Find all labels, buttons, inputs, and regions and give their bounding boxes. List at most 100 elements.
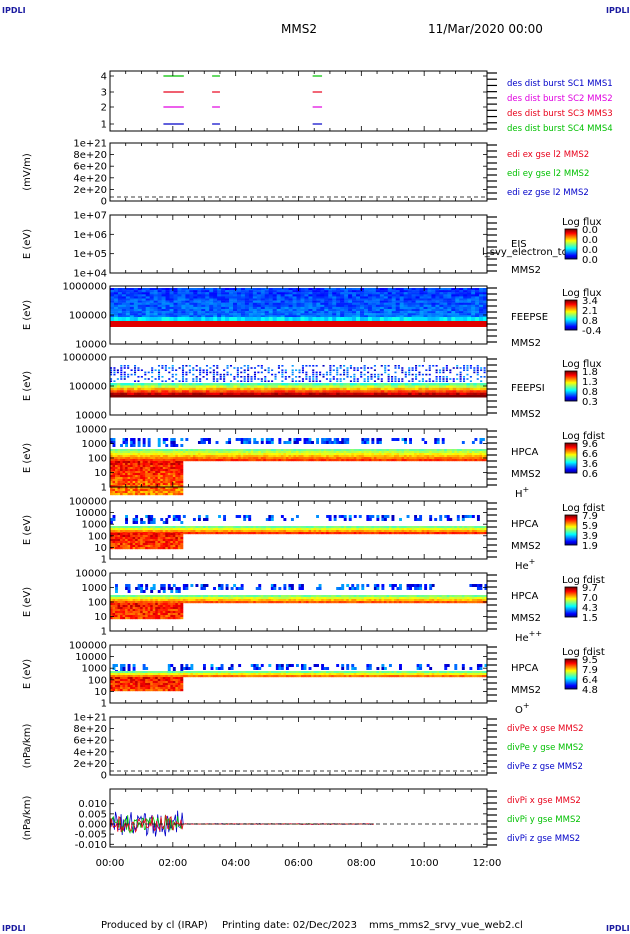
spectrogram-cell (376, 449, 380, 452)
spectrogram-cell (363, 302, 369, 305)
spectrogram-cell (253, 438, 257, 441)
spectrogram-cell (205, 309, 210, 312)
spectrogram-cell (256, 292, 262, 295)
spectrogram-cell (127, 545, 131, 548)
spectrogram-cell (120, 547, 123, 550)
spectrogram-cell (281, 371, 284, 374)
spectrogram-cell (384, 385, 389, 388)
spectrogram-cell (113, 321, 119, 327)
spectrogram-cell (133, 365, 137, 367)
spectrogram-cell (366, 451, 370, 454)
spectrogram-cell (466, 369, 469, 371)
spectrogram-cell (320, 311, 325, 314)
spectrogram-cell (144, 385, 149, 388)
spectrogram-cell (439, 371, 442, 374)
spectrogram-cell (447, 306, 452, 310)
spectrogram-cell (361, 453, 365, 456)
spectrogram-cell (451, 296, 456, 299)
spectrogram-cell (177, 491, 181, 494)
spectrogram-cell (205, 453, 209, 456)
spectrogram-cell (240, 459, 244, 462)
spectrogram-cell (363, 453, 367, 456)
spectrogram-cell (233, 311, 238, 314)
spectrogram-cell (113, 387, 118, 391)
spectrogram-cell (421, 392, 426, 396)
spectrogram-cell (117, 477, 121, 480)
spectrogram-cell (384, 392, 389, 396)
spectrogram-cell (209, 392, 214, 396)
spectrogram-cell (292, 296, 298, 299)
spectrogram-cell (475, 309, 480, 312)
spectrogram-cell (439, 296, 444, 299)
spectrogram-cell (456, 395, 461, 398)
colorbar-cell (565, 303, 577, 305)
spectrogram-cell (141, 306, 147, 310)
panel-frame (109, 142, 488, 202)
spectrogram-cell (435, 371, 438, 374)
spectrogram-cell (182, 453, 186, 456)
spectrogram-cell (411, 378, 414, 380)
spectrogram-cell (110, 545, 113, 548)
spectrogram-cell (343, 378, 346, 380)
spectrogram-cell (442, 376, 445, 378)
spectrogram-cell (193, 302, 198, 305)
spectrogram-cell (135, 515, 139, 518)
spectrogram-cell (463, 315, 468, 318)
spectrogram-cell (338, 453, 342, 456)
spectrogram-cell (375, 294, 381, 297)
spectrogram-cell (117, 485, 121, 488)
spectrogram-cell (260, 294, 266, 297)
spectrogram-cell (407, 321, 413, 327)
spectrogram-cell (484, 455, 488, 458)
spectrogram-cell (195, 387, 200, 391)
spectrogram-cell (175, 444, 179, 447)
spectrogram-cell (308, 313, 313, 316)
spectrogram-cell (157, 395, 162, 398)
spectrogram-cell (120, 365, 123, 367)
spectrogram-cell (411, 313, 417, 316)
spectrogram-cell (240, 302, 246, 305)
spectrogram-cell (476, 373, 479, 376)
spectrogram-cell (308, 438, 312, 441)
spectrogram-cell (360, 395, 365, 398)
spectrogram-cell (135, 487, 139, 490)
spectrogram-cell (428, 378, 431, 380)
spectrogram-cell (192, 387, 197, 391)
spectrogram-cell (112, 491, 116, 494)
spectrogram-cell (230, 449, 234, 452)
spectrogram-cell (117, 313, 123, 316)
spectrogram-cell (332, 383, 337, 386)
spectrogram-cell (165, 489, 169, 492)
spectrogram-cell (256, 304, 262, 308)
spectrogram-cell (346, 451, 350, 454)
spectrogram-cell (308, 309, 313, 312)
spectrogram-cell (329, 387, 334, 391)
spectrogram-cell (451, 290, 456, 293)
spectrogram-cell (399, 455, 402, 458)
spectrogram-cell (226, 371, 229, 374)
spectrogram-cell (165, 479, 169, 482)
spectrogram-cell (149, 311, 155, 314)
spectrogram-cell (373, 369, 376, 371)
spectrogram-cell (117, 296, 123, 299)
spectrogram-cell (175, 455, 179, 458)
spectrogram-cell (461, 457, 465, 460)
spectrogram-cell (113, 304, 119, 308)
spectrogram-cell (312, 390, 317, 393)
spectrogram-cell (145, 298, 151, 301)
spectrogram-cell (221, 290, 226, 293)
spectrogram-cell (161, 390, 166, 393)
spectrogram-cell (439, 392, 443, 396)
spectrogram-cell (356, 453, 360, 456)
y-tick-label: 8e+20 (73, 150, 107, 161)
spectrogram-cell (135, 537, 139, 540)
spectrogram-cell (127, 457, 131, 460)
spectrogram-cell (151, 383, 156, 386)
spectrogram-cell (479, 451, 483, 454)
spectrogram-cell (291, 387, 296, 391)
spectrogram-cell (197, 288, 202, 291)
spectrogram-cell (370, 395, 375, 398)
spectrogram-cell (122, 483, 126, 486)
spectrogram-cell (403, 311, 409, 314)
